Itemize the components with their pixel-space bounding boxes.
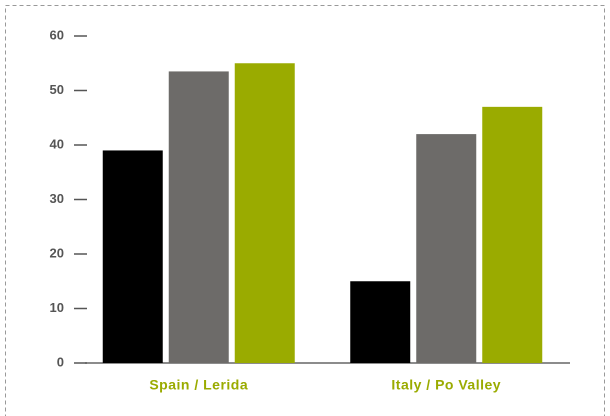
- y-tick-label: 10: [50, 300, 64, 315]
- bar: [168, 71, 229, 364]
- bar: [482, 106, 543, 363]
- bar: [234, 63, 295, 363]
- y-tick-label: 60: [50, 27, 64, 42]
- bar: [350, 281, 411, 363]
- y-tick-label: 50: [50, 82, 64, 97]
- bar: [416, 134, 477, 363]
- x-tick-label: Spain / Lerida: [149, 377, 248, 393]
- y-tick-label: 20: [50, 245, 64, 260]
- y-tick-label: 30: [50, 191, 64, 206]
- frame: [5, 5, 605, 416]
- y-tick-label: 40: [50, 136, 64, 151]
- bar: [102, 150, 163, 363]
- y-tick-label: 0: [57, 354, 64, 369]
- x-tick-label: Italy / Po Valley: [391, 377, 501, 393]
